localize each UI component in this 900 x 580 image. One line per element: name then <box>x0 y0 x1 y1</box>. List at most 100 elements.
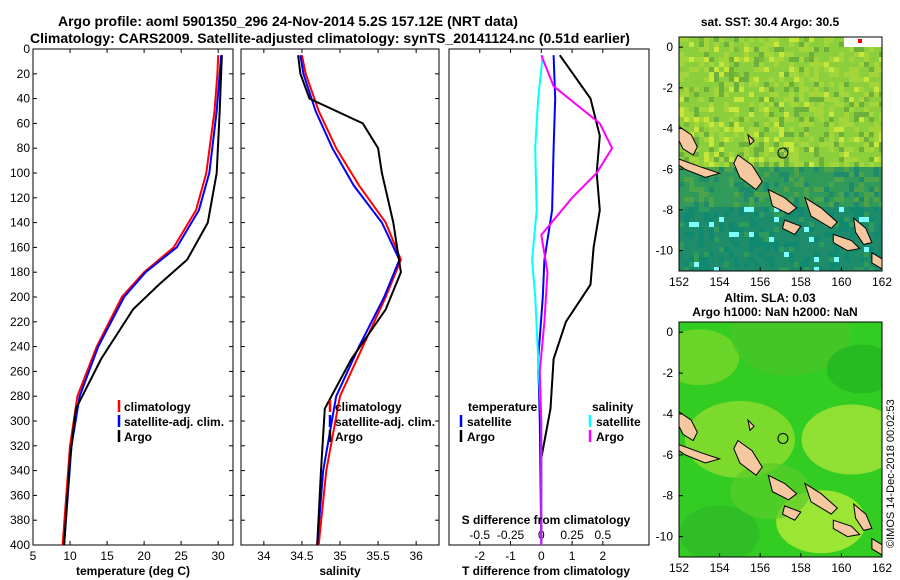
sst-cell <box>864 192 869 197</box>
sst-cell <box>694 117 699 122</box>
sst-cell <box>704 232 709 237</box>
sst-land-polygon <box>871 251 882 270</box>
sst-cell <box>774 247 779 252</box>
sst-cell <box>729 102 734 107</box>
sst-cell <box>779 157 784 162</box>
legend-label-s-satellite: satellite <box>596 415 641 429</box>
sst-cell <box>779 137 784 142</box>
sst-cell <box>689 237 694 242</box>
sst-cell <box>869 182 874 187</box>
sst-cell <box>774 87 779 92</box>
sst-cell <box>714 87 719 92</box>
sst-cell <box>854 182 859 187</box>
sst-cell <box>794 202 799 207</box>
sst-cell <box>744 47 749 52</box>
sst-cell <box>759 42 764 47</box>
sst-cell <box>824 247 829 252</box>
sst-cell <box>704 67 709 72</box>
sla-blob <box>826 344 882 394</box>
sst-cell <box>689 182 694 187</box>
sst-cell <box>814 147 819 152</box>
sst-cell <box>739 62 744 67</box>
sst-cell <box>679 102 684 107</box>
sst-cell <box>814 242 819 247</box>
sst-cell <box>774 252 779 257</box>
sst-cell <box>844 252 849 257</box>
sst-cell <box>819 47 824 52</box>
sst-cell <box>774 137 779 142</box>
sst-cell <box>799 52 804 57</box>
sst-cell <box>724 227 729 232</box>
sst-cell <box>844 57 849 62</box>
sst-cell <box>779 117 784 122</box>
sst-cell <box>784 152 789 157</box>
sst-cell <box>729 187 734 192</box>
sst-cell <box>794 57 799 62</box>
sst-cell <box>814 187 819 192</box>
sst-xtick-label: 160 <box>831 275 851 289</box>
sst-cell <box>764 207 769 212</box>
sst-cell <box>779 67 784 72</box>
sst-cell <box>819 77 824 82</box>
sst-cell <box>824 112 829 117</box>
sst-cell <box>719 37 724 42</box>
sst-cell <box>854 162 859 167</box>
sst-cell <box>749 47 754 52</box>
sst-cell <box>864 187 869 192</box>
sst-cell <box>724 97 729 102</box>
sst-cell <box>729 232 734 237</box>
sst-cell <box>869 222 874 227</box>
sst-cell <box>769 172 774 177</box>
sst-cell <box>789 162 794 167</box>
sst-cell <box>694 252 699 257</box>
sst-cell <box>719 112 724 117</box>
sst-cell <box>859 67 864 72</box>
sst-cell <box>814 197 819 202</box>
sst-cell <box>819 127 824 132</box>
sst-cell <box>844 112 849 117</box>
sst-cell <box>854 72 859 77</box>
sst-cell <box>689 97 694 102</box>
sst-cell <box>774 92 779 97</box>
sst-cell <box>714 227 719 232</box>
sst-cell <box>784 167 789 172</box>
sst-cell <box>839 162 844 167</box>
sst-cell <box>824 172 829 177</box>
sst-cell <box>744 77 749 82</box>
sst-cell <box>844 77 849 82</box>
sst-cell <box>809 217 814 222</box>
sst-cell <box>819 112 824 117</box>
sst-cell <box>754 102 759 107</box>
sst-cell <box>719 262 724 267</box>
sst-cell <box>799 162 804 167</box>
sst-cell <box>869 52 874 57</box>
sst-cell <box>879 72 882 77</box>
sst-cell <box>869 237 874 242</box>
sst-cell <box>759 157 764 162</box>
sst-cell <box>844 117 849 122</box>
sst-cell <box>779 217 784 222</box>
sst-cell <box>754 112 759 117</box>
sst-cell <box>769 257 774 262</box>
sst-cell <box>799 132 804 137</box>
sst-cell <box>699 62 704 67</box>
sst-cell <box>729 47 734 52</box>
sst-cell <box>739 202 744 207</box>
sst-cell <box>869 232 874 237</box>
sst-cell <box>774 232 779 237</box>
sst-cell <box>804 212 809 217</box>
sst-cell <box>754 137 759 142</box>
sst-cell <box>759 187 764 192</box>
sst-cell <box>724 132 729 137</box>
sst-cell <box>824 82 829 87</box>
sst-cell <box>809 87 814 92</box>
sst-cell <box>874 167 879 172</box>
sst-cell <box>774 227 779 232</box>
sst-cell <box>839 112 844 117</box>
sst-cell <box>834 97 839 102</box>
sst-cell <box>854 172 859 177</box>
sst-cell <box>704 207 709 212</box>
sst-cell <box>769 102 774 107</box>
sst-cell <box>794 137 799 142</box>
sst-cell <box>859 242 864 247</box>
